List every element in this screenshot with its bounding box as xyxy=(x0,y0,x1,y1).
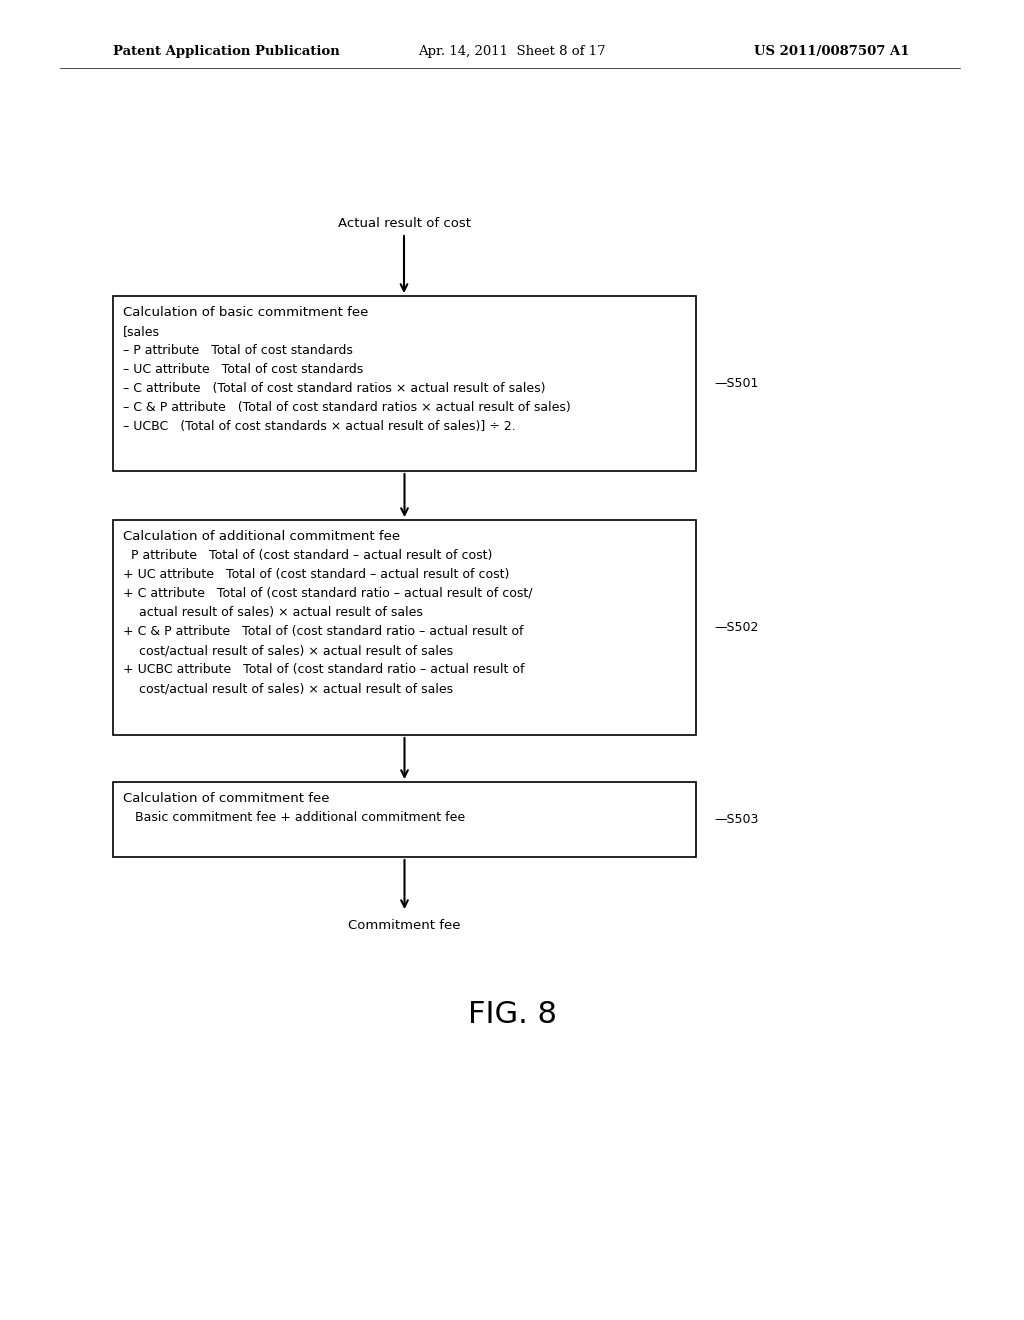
Bar xyxy=(113,296,696,471)
Text: cost/actual result of sales) × actual result of sales: cost/actual result of sales) × actual re… xyxy=(123,644,454,657)
Text: – UCBC   (Total of cost standards × actual result of sales)] ÷ 2.: – UCBC (Total of cost standards × actual… xyxy=(123,420,516,433)
Text: —S503: —S503 xyxy=(714,813,759,826)
Text: Calculation of commitment fee: Calculation of commitment fee xyxy=(123,792,330,805)
Text: cost/actual result of sales) × actual result of sales: cost/actual result of sales) × actual re… xyxy=(123,682,454,696)
Text: Patent Application Publication: Patent Application Publication xyxy=(113,45,340,58)
Text: Basic commitment fee + additional commitment fee: Basic commitment fee + additional commit… xyxy=(123,810,465,824)
Text: + C & P attribute   Total of (cost standard ratio – actual result of: + C & P attribute Total of (cost standar… xyxy=(123,624,523,638)
Text: actual result of sales) × actual result of sales: actual result of sales) × actual result … xyxy=(123,606,423,619)
Text: Calculation of basic commitment fee: Calculation of basic commitment fee xyxy=(123,306,369,319)
Text: P attribute   Total of (cost standard – actual result of cost): P attribute Total of (cost standard – ac… xyxy=(123,549,493,562)
Text: – C attribute   (Total of cost standard ratios × actual result of sales): – C attribute (Total of cost standard ra… xyxy=(123,381,546,395)
Text: —S501: —S501 xyxy=(714,378,759,389)
Bar xyxy=(113,781,696,857)
Text: Calculation of additional commitment fee: Calculation of additional commitment fee xyxy=(123,531,400,543)
Text: Actual result of cost: Actual result of cost xyxy=(338,216,470,230)
Text: FIG. 8: FIG. 8 xyxy=(468,1001,556,1030)
Text: [sales: [sales xyxy=(123,325,160,338)
Text: —S502: —S502 xyxy=(714,620,759,634)
Bar xyxy=(113,520,696,735)
Text: US 2011/0087507 A1: US 2011/0087507 A1 xyxy=(755,45,910,58)
Text: Apr. 14, 2011  Sheet 8 of 17: Apr. 14, 2011 Sheet 8 of 17 xyxy=(418,45,606,58)
Text: + C attribute   Total of (cost standard ratio – actual result of cost/: + C attribute Total of (cost standard ra… xyxy=(123,587,532,601)
Text: + UC attribute   Total of (cost standard – actual result of cost): + UC attribute Total of (cost standard –… xyxy=(123,568,509,581)
Text: – P attribute   Total of cost standards: – P attribute Total of cost standards xyxy=(123,345,353,356)
Text: – C & P attribute   (Total of cost standard ratios × actual result of sales): – C & P attribute (Total of cost standar… xyxy=(123,401,570,414)
Text: Commitment fee: Commitment fee xyxy=(348,919,461,932)
Text: – UC attribute   Total of cost standards: – UC attribute Total of cost standards xyxy=(123,363,364,376)
Text: + UCBC attribute   Total of (cost standard ratio – actual result of: + UCBC attribute Total of (cost standard… xyxy=(123,663,524,676)
